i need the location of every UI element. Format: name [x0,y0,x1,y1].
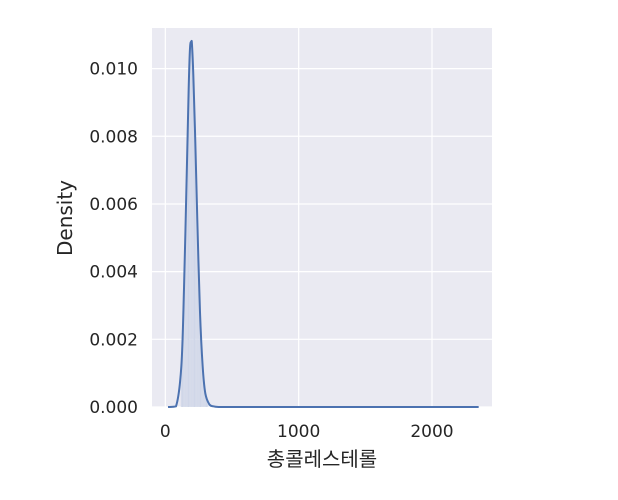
x-tick-label: 2000 [410,422,453,442]
y-tick-label: 0.010 [89,60,138,80]
x-tick-label: 1000 [277,422,320,442]
y-axis-label: Density [53,180,77,256]
x-tick-label: 0 [160,422,171,442]
density-curve [167,39,479,409]
y-axis-ticks: 0.000 0.002 0.004 0.006 0.008 0.010 [89,60,138,418]
x-axis-label: 총콜레스테롤 [267,447,377,471]
y-tick-label: 0.008 [89,127,138,147]
grid-lines [152,28,492,408]
x-axis-ticks: 0 1000 2000 [160,422,454,442]
plot-background [152,28,492,407]
y-tick-label: 0.006 [89,195,138,215]
y-tick-label: 0.002 [89,330,138,350]
y-tick-label: 0.000 [89,398,138,418]
y-tick-label: 0.004 [89,263,138,283]
